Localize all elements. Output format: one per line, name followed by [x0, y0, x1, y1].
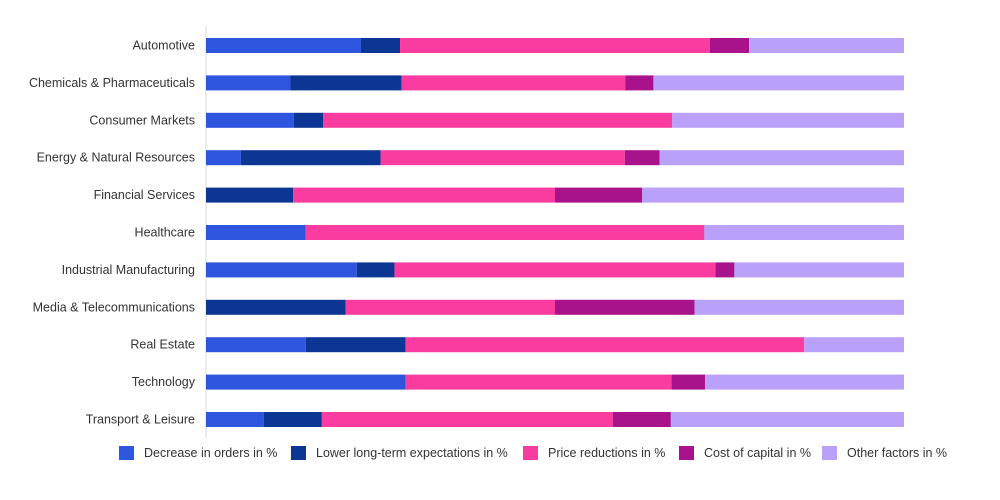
- bar-segment-series-2-row-9[interactable]: [405, 374, 672, 390]
- bar-segment-series-0-row-2[interactable]: [206, 112, 294, 128]
- bar-segment-series-4-row-1[interactable]: [653, 75, 904, 91]
- bar-segment-series-4-row-0[interactable]: [749, 38, 904, 53]
- bar-segment-series-2-row-3[interactable]: [380, 150, 625, 166]
- category-label: Financial Services: [94, 188, 195, 202]
- bar-segment-series-4-row-5[interactable]: [704, 225, 904, 240]
- bar-segment-series-3-row-0[interactable]: [709, 38, 750, 53]
- bar-segment-series-1-row-10[interactable]: [263, 412, 322, 427]
- bar-segment-series-1-row-6[interactable]: [356, 262, 395, 278]
- bar-segment-series-1-row-3[interactable]: [240, 150, 381, 166]
- category-label: Industrial Manufacturing: [62, 263, 195, 277]
- category-label: Real Estate: [130, 338, 195, 352]
- bar-segment-series-1-row-8[interactable]: [305, 337, 406, 353]
- bar-segment-series-1-row-4[interactable]: [206, 187, 294, 203]
- bar-segment-series-3-row-10[interactable]: [612, 412, 671, 427]
- legend-swatch[interactable]: [679, 446, 694, 460]
- bar-segment-series-3-row-6[interactable]: [715, 262, 735, 278]
- bar-segment-series-2-row-8[interactable]: [405, 337, 805, 353]
- bar-segment-series-4-row-8[interactable]: [804, 337, 904, 353]
- legend-swatch[interactable]: [291, 446, 306, 460]
- category-labels-group: Automotive Chemicals & Pharmaceuticals Con…: [29, 39, 196, 427]
- legend-label[interactable]: Decrease in orders in %: [144, 446, 277, 460]
- bar-segment-series-0-row-10[interactable]: [206, 412, 264, 427]
- bar-segment-series-3-row-9[interactable]: [671, 374, 706, 390]
- category-label: Automotive: [132, 39, 195, 53]
- bar-segment-series-0-row-6[interactable]: [206, 262, 357, 278]
- category-label: Healthcare: [135, 226, 195, 240]
- category-label: Chemicals & Pharmaceuticals: [29, 76, 195, 90]
- bar-segment-series-4-row-7[interactable]: [694, 299, 904, 315]
- bar-segment-series-0-row-9[interactable]: [206, 374, 406, 390]
- bar-segment-series-0-row-1[interactable]: [206, 75, 291, 91]
- bar-segment-series-0-row-0[interactable]: [206, 38, 361, 53]
- legend-swatch[interactable]: [523, 446, 538, 460]
- bar-segment-series-2-row-0[interactable]: [400, 38, 710, 53]
- bar-segment-series-2-row-6[interactable]: [394, 262, 716, 278]
- legend-swatch[interactable]: [822, 446, 837, 460]
- bar-segment-series-3-row-1[interactable]: [625, 75, 654, 91]
- bars-group: [206, 38, 904, 427]
- bar-segment-series-2-row-5[interactable]: [305, 225, 705, 240]
- bar-segment-series-4-row-10[interactable]: [670, 412, 904, 427]
- legend-label[interactable]: Lower long-term expectations in %: [316, 446, 508, 460]
- bar-segment-series-4-row-3[interactable]: [659, 150, 904, 166]
- bar-segment-series-4-row-9[interactable]: [705, 374, 904, 390]
- bar-segment-series-2-row-10[interactable]: [321, 412, 613, 427]
- bar-segment-series-1-row-1[interactable]: [290, 75, 402, 91]
- legend-label[interactable]: Price reductions in %: [548, 446, 665, 460]
- category-label: Transport & Leisure: [86, 413, 195, 427]
- category-label: Energy & Natural Resources: [37, 151, 195, 165]
- bar-segment-series-2-row-1[interactable]: [401, 75, 626, 91]
- bar-segment-series-2-row-2[interactable]: [323, 112, 673, 128]
- bar-segment-series-4-row-2[interactable]: [672, 112, 904, 128]
- category-label: Consumer Markets: [89, 113, 195, 127]
- bar-segment-series-3-row-3[interactable]: [624, 150, 660, 166]
- bar-segment-series-3-row-7[interactable]: [555, 299, 695, 315]
- bar-segment-series-2-row-7[interactable]: [345, 299, 555, 315]
- legend-label[interactable]: Other factors in %: [847, 446, 947, 460]
- bar-segment-series-1-row-7[interactable]: [206, 299, 346, 315]
- bar-segment-series-0-row-5[interactable]: [206, 225, 306, 240]
- bar-segment-series-4-row-6[interactable]: [734, 262, 904, 278]
- bar-segment-series-0-row-3[interactable]: [206, 150, 241, 166]
- legend-swatch[interactable]: [119, 446, 134, 460]
- bar-segment-series-1-row-0[interactable]: [360, 38, 401, 53]
- bar-segment-series-0-row-8[interactable]: [206, 337, 306, 353]
- legend: Decrease in orders in % Lower long-term e…: [119, 446, 947, 460]
- bar-segment-series-1-row-2[interactable]: [293, 112, 324, 128]
- bar-segment-series-2-row-4[interactable]: [293, 187, 555, 203]
- bar-segment-series-3-row-4[interactable]: [555, 187, 643, 203]
- category-label: Media & Telecommunications: [33, 300, 195, 314]
- legend-label[interactable]: Cost of capital in %: [704, 446, 811, 460]
- category-label: Technology: [132, 375, 196, 389]
- bar-segment-series-4-row-4[interactable]: [642, 187, 904, 203]
